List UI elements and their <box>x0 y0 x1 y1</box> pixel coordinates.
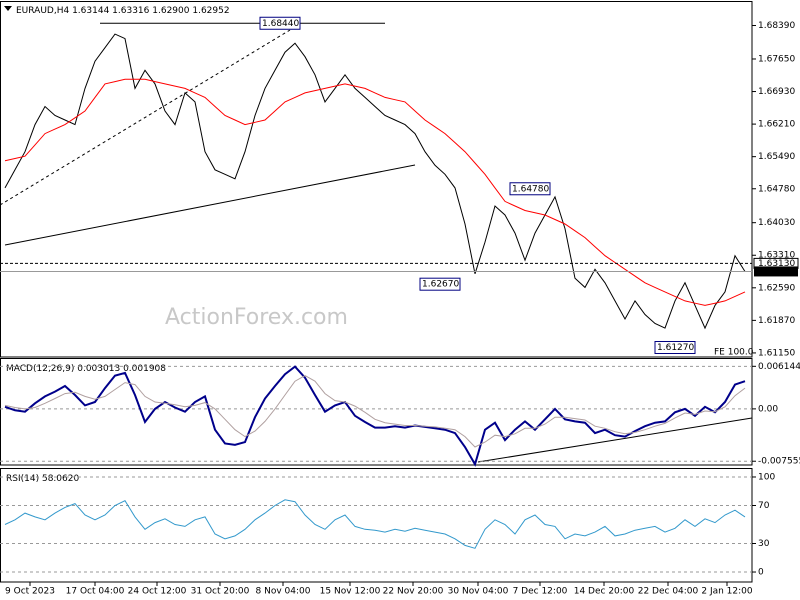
watermark: ActionForex.com <box>165 305 348 330</box>
y-tick-label: 1.68390 <box>758 21 795 31</box>
x-tick-label: 22 Nov 20:00 <box>383 587 444 597</box>
level-box <box>419 277 461 291</box>
rsi-value: 58.0620 <box>42 474 79 484</box>
price-line <box>4 33 746 330</box>
y-tick-label: 0.006144 <box>758 362 800 372</box>
level-label: 1.68440 <box>262 19 299 29</box>
y-tick-label: 1.64780 <box>758 184 795 194</box>
x-tick-label: 9 Oct 2023 <box>5 587 55 597</box>
moving-average <box>4 78 746 306</box>
trend-line <box>0 29 291 206</box>
trend-line <box>477 417 753 463</box>
level-label: 1.64780 <box>512 184 549 194</box>
close: 1.62952 <box>192 6 229 16</box>
price-header: EURAUD,H4 1.63144 1.63316 1.62900 1.6295… <box>16 6 230 16</box>
x-tick-label: 22 Dec 04:00 <box>638 587 699 597</box>
level-label: 1.61270 <box>657 343 694 353</box>
y-tick-label: 70 <box>758 501 770 511</box>
rsi-panel <box>0 468 753 583</box>
menu-icon[interactable] <box>4 6 12 11</box>
y-tick-label: 1.66210 <box>758 120 795 130</box>
y-tick-label: 1.64030 <box>758 218 795 228</box>
high: 1.63316 <box>112 6 149 16</box>
x-tick-label: 8 Nov 04:00 <box>256 587 311 597</box>
y-tick-label: 1.65490 <box>758 152 795 162</box>
rsi-header: RSI(14) 58.0620 <box>6 474 79 484</box>
macd-title: MACD(12,26,9) <box>6 364 74 374</box>
symbol: EURAUD,H4 <box>16 6 69 16</box>
y-tick-label: 1.62590 <box>758 283 795 293</box>
x-tick-label: 7 Dec 12:00 <box>513 587 568 597</box>
trend-line <box>4 164 416 246</box>
y-tick-label: 1.66930 <box>758 87 795 97</box>
y-tick-label: 1.67650 <box>758 54 795 64</box>
x-tick-label: 14 Dec 20:00 <box>574 587 635 597</box>
y-tick-label: 1.63310 <box>758 251 795 261</box>
rsi-title: RSI(14) <box>6 474 39 484</box>
level-box <box>259 16 301 30</box>
x-tick-label: 2 Jan 12:00 <box>701 587 753 597</box>
y-tick-label: 1.61150 <box>758 348 795 358</box>
x-tick-label: 31 Oct 20:00 <box>191 587 250 597</box>
x-tick-label: 17 Oct 04:00 <box>66 587 125 597</box>
y-tick-label: 1.61870 <box>758 316 795 326</box>
x-tick-label: 30 Nov 04:00 <box>448 587 509 597</box>
close-box <box>754 266 798 277</box>
price-panel <box>0 1 753 358</box>
y-tick-label: 30 <box>758 539 770 549</box>
y-tick-label: 0 <box>758 568 764 578</box>
y-tick-label: -0.007555 <box>758 457 800 467</box>
low: 1.62900 <box>152 6 189 16</box>
level-box <box>654 341 696 355</box>
level-box <box>509 182 551 196</box>
signal-value: 0.001908 <box>123 364 166 374</box>
y-tick-label: 100 <box>758 472 775 482</box>
open: 1.63144 <box>72 6 109 16</box>
x-tick-label: 24 Oct 12:00 <box>128 587 187 597</box>
x-tick-label: 15 Nov 12:00 <box>320 587 381 597</box>
macd-value: 0.003013 <box>77 364 120 374</box>
y-tick-label: 0.00 <box>758 404 778 414</box>
fe-annotation: FE 100.0 <box>714 348 754 358</box>
marker-label: 1.63130 <box>758 259 795 269</box>
signal-line <box>4 375 746 448</box>
rsi-line <box>4 499 746 549</box>
close-label: 1.62952 <box>758 267 795 277</box>
macd-header: MACD(12,26,9) 0.003013 0.001908 <box>6 364 166 374</box>
macd-line <box>4 365 746 467</box>
level-label: 1.62670 <box>422 280 459 290</box>
macd-panel <box>0 358 753 466</box>
